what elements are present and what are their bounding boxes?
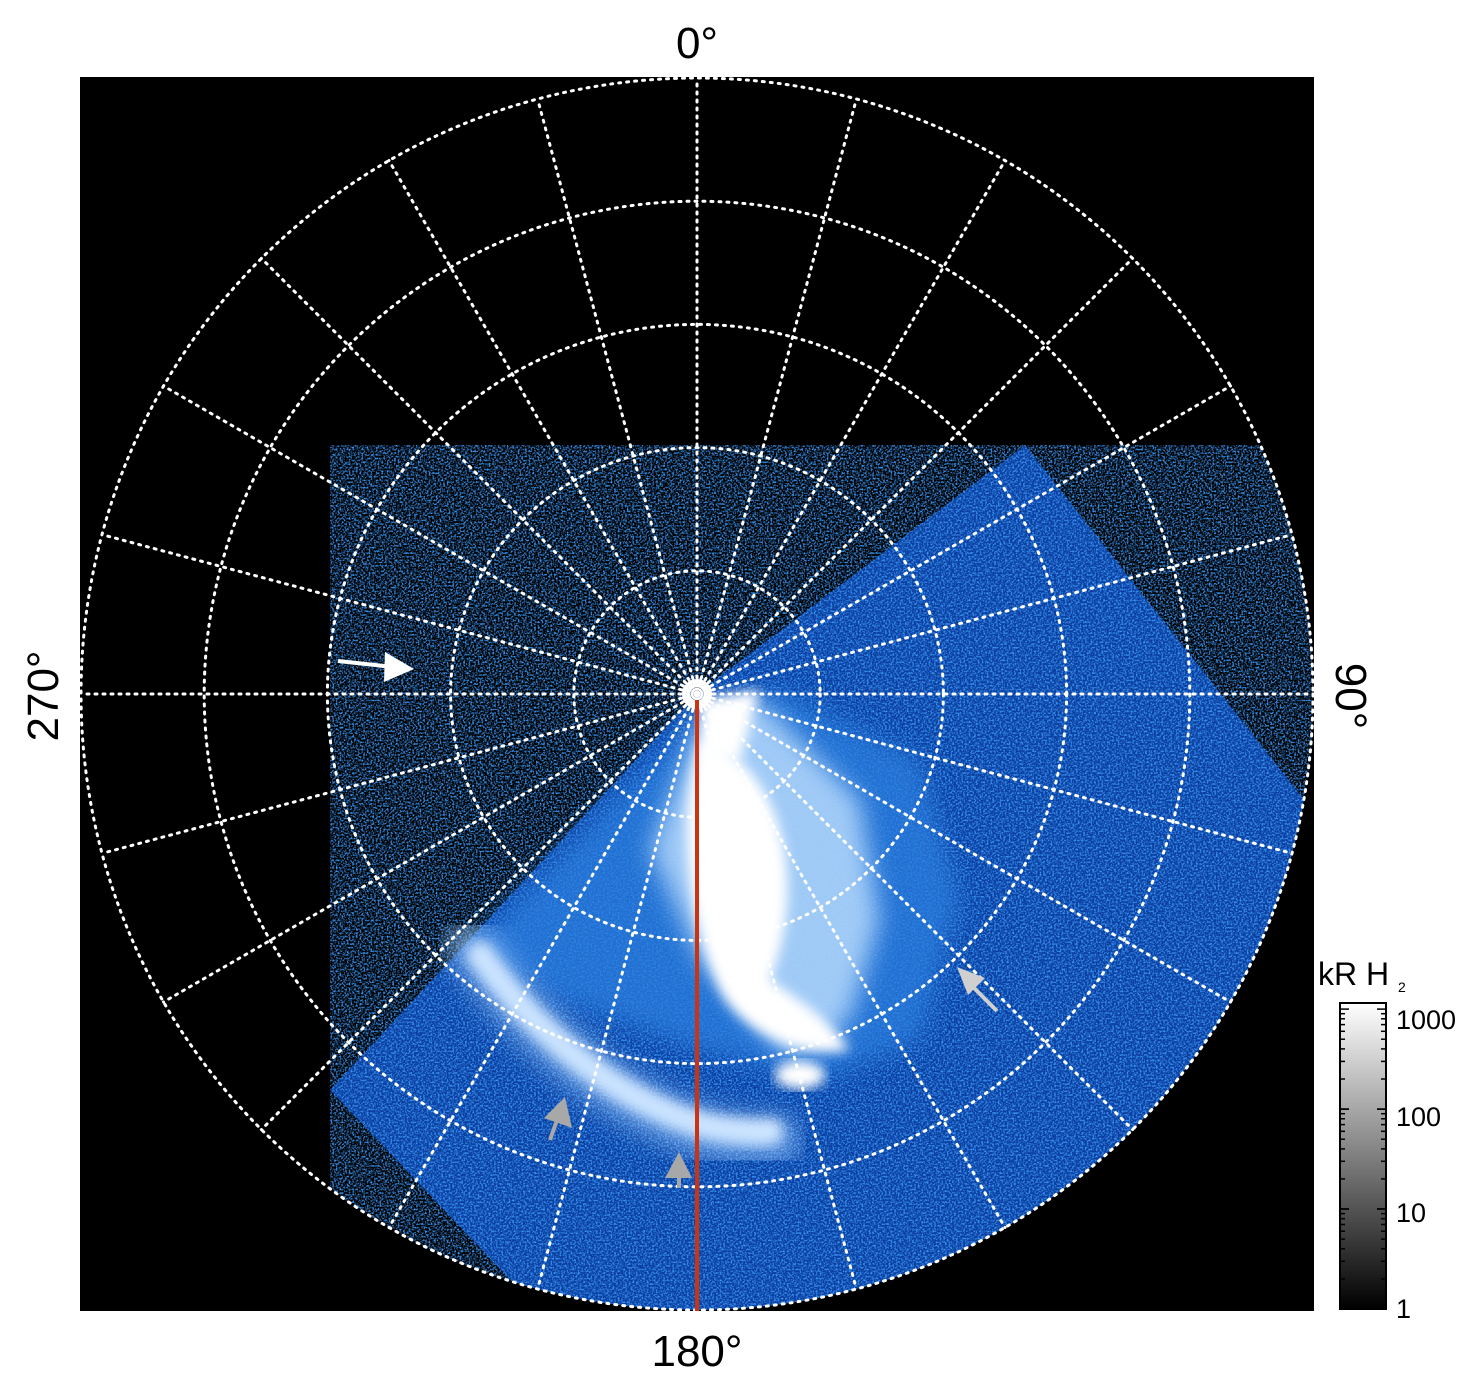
emission-layer <box>330 445 1313 1310</box>
arrow-east-oval <box>957 967 999 1013</box>
meridian-line <box>259 256 699 696</box>
arrow-west <box>337 652 414 682</box>
meridian-line <box>387 159 699 696</box>
graticule <box>80 77 1314 1311</box>
meridian-line <box>695 692 1135 1132</box>
meridian-line <box>100 692 699 855</box>
meridian-line <box>695 384 1232 696</box>
colorbar-tick-label-100: 100 <box>1396 1102 1441 1132</box>
meridian-line <box>259 692 699 1132</box>
label-longitude-top: 0° <box>676 19 718 68</box>
meridian-line <box>162 384 699 696</box>
meridian-line <box>162 692 699 1004</box>
colorbar-tick-label-1: 1 <box>1396 1294 1411 1324</box>
meridian-line <box>695 692 1294 855</box>
label-longitude-right: 90° <box>1326 663 1375 730</box>
latitude-circle <box>202 199 1192 1189</box>
meridian-line <box>536 692 699 1291</box>
meridian-line <box>695 97 858 696</box>
colorbar-tick-label-1000: 1000 <box>1396 1005 1456 1035</box>
label-longitude-bottom: 180° <box>651 1327 742 1376</box>
arrow-south-2 <box>665 1152 692 1188</box>
meridian-line <box>695 533 1294 696</box>
meridian-line <box>695 692 1232 1004</box>
meridian-line <box>100 533 699 696</box>
meridian-line <box>387 692 699 1229</box>
meridian-line <box>695 692 858 1291</box>
colorbar: kR H 2 1000 100 10 1 <box>1318 956 1456 1324</box>
colorbar-gradient <box>1340 1003 1386 1309</box>
colorbar-frame <box>1339 1002 1387 1310</box>
arrow-south-1 <box>544 1097 572 1141</box>
meridian-line <box>536 97 699 696</box>
label-longitude-left: 270° <box>19 650 68 741</box>
colorbar-title-subscript: 2 <box>1398 979 1406 995</box>
meridian-line <box>695 256 1135 696</box>
meridian-line <box>695 692 1007 1229</box>
meridian-line <box>695 159 1007 696</box>
bright-polar-arc <box>686 740 850 1052</box>
colorbar-tick-label-10: 10 <box>1396 1198 1426 1228</box>
colorbar-title: kR H <box>1318 956 1389 992</box>
colorbar-ticks <box>1340 1008 1386 1310</box>
